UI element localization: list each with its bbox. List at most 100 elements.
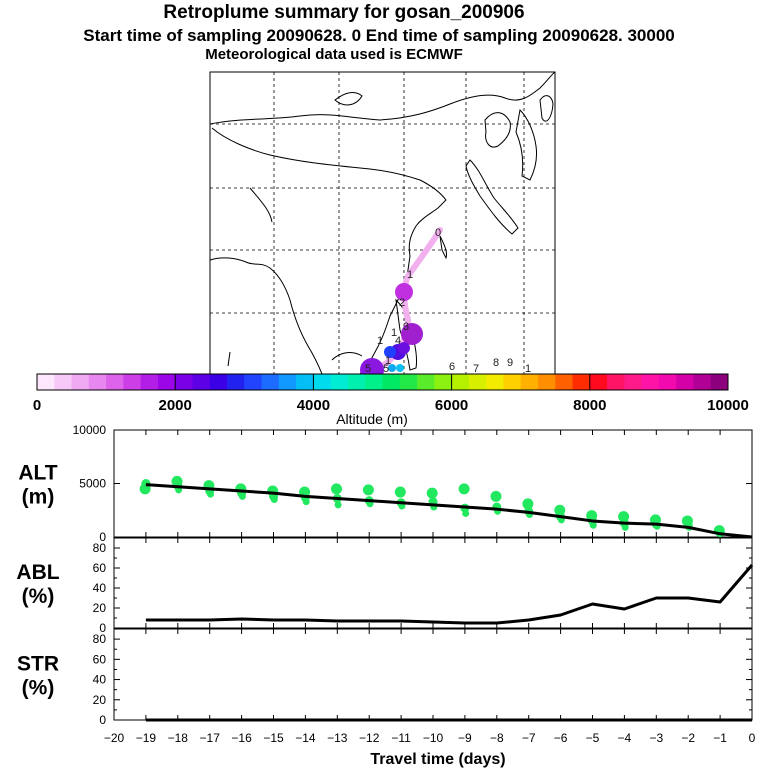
time-series-panels: 0500010000ALT(m)020406080ABL(%)020406080…	[16, 423, 755, 768]
colorbar-swatch	[296, 374, 314, 390]
panel-label-line: (%)	[22, 677, 55, 700]
y-tick-label: 10000	[73, 423, 107, 437]
trajectory-point-label: 1	[407, 269, 413, 281]
altitude-mean-line	[145, 483, 753, 539]
x-tick-label: 0	[749, 731, 756, 745]
altitude-dot	[362, 484, 374, 496]
y-tick-label: 20	[93, 693, 107, 707]
colorbar-swatch	[676, 374, 694, 390]
coastlines	[209, 71, 556, 375]
cluster-blob	[398, 342, 410, 354]
trajectory-point-label: 1	[377, 335, 383, 347]
colorbar-swatch	[313, 374, 332, 390]
colorbar-swatch	[37, 374, 55, 390]
altitude-dot	[522, 498, 534, 510]
altitude-dot	[490, 490, 502, 502]
colorbar-swatch	[589, 374, 608, 390]
colorbar-tick-label: 4000	[297, 397, 330, 414]
colorbar-swatch	[330, 374, 349, 390]
colorbar-swatch	[417, 374, 435, 390]
x-tick-label: −19	[136, 731, 157, 745]
trajectory-point-label: 4	[395, 335, 401, 347]
y-tick-label: 40	[93, 581, 107, 595]
y-tick-label: 60	[93, 561, 107, 575]
trajectory-point-label: 8	[493, 357, 499, 369]
x-tick-label: −13	[327, 731, 348, 745]
colorbar-swatch	[71, 374, 90, 390]
colorbar-swatch	[54, 374, 72, 390]
cluster-blob	[401, 323, 423, 345]
cluster-blob	[384, 346, 396, 358]
trajectory-point-label: 1	[391, 327, 397, 339]
altitude-dot	[302, 498, 310, 506]
altitude-dot	[621, 523, 629, 531]
y-tick-label: 0	[99, 530, 106, 544]
chart-title: Retroplume summary for gosan_200906	[163, 2, 525, 23]
x-tick-label: −11	[391, 731, 411, 745]
altitude-dot	[426, 487, 438, 499]
colorbar-swatch	[520, 374, 539, 390]
x-tick-label: −9	[458, 731, 472, 745]
abl-line	[145, 564, 754, 625]
x-tick-label: −16	[231, 731, 252, 745]
colorbar-swatch	[88, 374, 107, 390]
colorbar-swatch	[693, 374, 712, 390]
trajectory-point-label: 0	[435, 227, 441, 239]
colorbar-ticks: 0 2000 4000 6000 8000 10000	[33, 374, 749, 414]
x-tick-label: −4	[618, 731, 632, 745]
trajectory-point-label: 1	[525, 363, 531, 375]
colorbar-swatch	[451, 374, 470, 390]
colorbar-swatch	[192, 374, 211, 390]
colorbar-swatch	[140, 374, 159, 390]
colorbar-swatch	[365, 374, 383, 390]
x-tick-label: −17	[200, 731, 221, 745]
x-tick-label: −6	[554, 731, 568, 745]
colorbar-tick-label: 10000	[707, 397, 749, 414]
colorbar-label: Altitude (m)	[336, 411, 408, 427]
colorbar-tick-label: 2000	[159, 397, 192, 414]
panel-label-line: (m)	[22, 486, 55, 509]
y-tick-label: 0	[99, 713, 106, 727]
colorbar-swatch	[106, 374, 124, 390]
colorbar-swatch	[555, 374, 573, 390]
colorbar-swatch	[468, 374, 487, 390]
colorbar-swatch	[641, 374, 660, 390]
colorbar-tick-label: 8000	[573, 397, 606, 414]
trajectory-point-label: 1	[385, 355, 391, 367]
colorbar-swatch	[658, 374, 677, 390]
colorbar-swatch	[244, 374, 262, 390]
x-axis-label: Travel time (days)	[370, 751, 505, 768]
colorbar-swatch	[537, 374, 556, 390]
map-gridlines	[210, 72, 555, 374]
cluster-blob	[395, 283, 413, 301]
x-tick-label: −3	[649, 731, 663, 745]
colorbar-swatch	[209, 374, 228, 390]
colorbar-swatch	[227, 374, 245, 390]
y-tick-label: 80	[93, 541, 107, 555]
panel-frame	[113, 537, 753, 629]
panel-frame	[113, 628, 753, 721]
y-tick-label: 40	[93, 673, 107, 687]
colorbar-tick-label: 0	[33, 397, 41, 414]
altitude-dot	[394, 486, 406, 498]
panel-alt: 0 5000 10000 ALT(m)	[18, 423, 753, 544]
sampling-times: Start time of sampling 20090628. 0 End t…	[83, 26, 675, 45]
colorbar-swatch	[434, 374, 452, 390]
altitude-dot	[458, 483, 470, 495]
altitude-colorbar	[36, 373, 729, 391]
colorbar-tick-label: 6000	[435, 397, 468, 414]
colorbar-swatch	[347, 374, 366, 390]
colorbar-swatch	[572, 374, 591, 390]
colorbar-swatch	[382, 374, 401, 390]
colorbar-swatch	[710, 374, 729, 390]
panel-label-line: (%)	[22, 585, 55, 608]
y-tick-label: 80	[93, 632, 107, 646]
colorbar-swatch	[607, 374, 625, 390]
x-tick-label: −8	[490, 731, 504, 745]
x-tick-label: −1	[713, 731, 727, 745]
cluster-blob	[396, 364, 404, 372]
